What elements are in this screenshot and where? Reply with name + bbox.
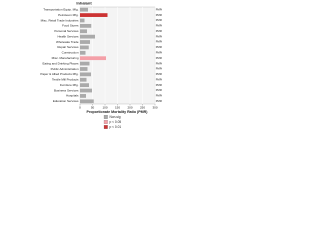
- x-tick-label: 200: [127, 105, 132, 109]
- chart-title: Inhalant: [76, 1, 92, 6]
- value-label: PMR=104: [156, 56, 162, 60]
- bar: [80, 34, 95, 39]
- bar: [80, 18, 85, 23]
- legend-swatch: [103, 115, 108, 119]
- y-tick-label: Business Services: [54, 88, 79, 92]
- value-label: PMR=40: [156, 40, 162, 44]
- value-label: PMR=26: [156, 77, 162, 81]
- bar: [80, 23, 92, 28]
- bar: [80, 29, 87, 34]
- value-label: PMR=55: [156, 99, 162, 103]
- y-tick-label: Textile Mill Products: [52, 78, 79, 82]
- bar: [80, 88, 92, 93]
- y-tick-label: Public Administration: [51, 67, 79, 71]
- bar: [80, 99, 94, 104]
- value-label: PMR=48: [156, 88, 162, 92]
- y-tick-label: Food Stores: [62, 24, 79, 28]
- y-tick-label: Paper & Allied Products Mfg.: [40, 72, 78, 76]
- value-label: PMR=32: [156, 7, 162, 11]
- y-tick-label: Petroleum Mfg.: [58, 13, 79, 17]
- legend-label: p < 0.05: [110, 120, 122, 124]
- x-tick-label: 100: [102, 105, 107, 109]
- y-tick-label: Wholesale Trade: [56, 40, 79, 44]
- bar: [80, 7, 88, 12]
- value-label: PMR=24: [156, 94, 162, 98]
- y-tick-label: Furniture Mfg.: [60, 83, 79, 87]
- value-label: PMR=30: [156, 67, 162, 71]
- y-tick-label: Transportation Equip. Mfg.: [43, 7, 78, 11]
- y-tick-label: Repair Services: [57, 45, 79, 49]
- y-tick-label: Personal Services: [54, 29, 79, 33]
- value-label: PMR=45: [156, 24, 162, 28]
- value-label: PMR=60: [156, 34, 162, 38]
- x-tick-label: 150: [115, 105, 120, 109]
- x-axis-title: Proportionate Mortality Ratio (PMR): [87, 110, 149, 114]
- y-tick-label: Misc. Manufacturing: [52, 56, 79, 60]
- y-tick-label: Eating and Drinking Places: [42, 61, 79, 65]
- chart: Inhalant Proportionate Mortality Ratio (…: [0, 0, 162, 135]
- value-label: PMR=28: [156, 29, 162, 33]
- x-tick-label: 250: [140, 105, 145, 109]
- value-label: PMR=35: [156, 45, 162, 49]
- bar: [80, 72, 91, 77]
- bar: [80, 56, 106, 61]
- value-label: PMR=38: [156, 61, 162, 65]
- bar: [80, 40, 90, 44]
- x-tick-label: 300: [152, 105, 157, 109]
- y-tick-label: Misc. Retail Trade Industries: [41, 18, 79, 22]
- bar: [80, 61, 90, 66]
- y-tick-label: Health Services: [57, 34, 79, 38]
- x-tick-label: 0: [79, 105, 81, 109]
- value-label: PMR=44: [156, 72, 162, 76]
- legend-label: p < 0.01: [110, 125, 122, 129]
- bar: [80, 13, 108, 17]
- y-tick-label: Education Services: [53, 99, 79, 103]
- value-label: PMR=36: [156, 83, 162, 87]
- bar: [80, 45, 89, 50]
- legend-swatch: [103, 120, 108, 124]
- bar: [80, 50, 86, 55]
- x-tick-label: 50: [91, 105, 95, 109]
- y-tick-label: Hospitals: [66, 94, 79, 98]
- page: {"chart_data": { "type": "bar", "title":…: [0, 0, 162, 135]
- value-label: PMR=18: [156, 18, 162, 22]
- value-label: PMR=22: [156, 50, 162, 54]
- legend-swatch: [103, 125, 108, 129]
- bar: [80, 77, 87, 82]
- value-label: PMR=110: [156, 13, 162, 17]
- y-tick-label: Construction: [62, 51, 79, 55]
- bar: [80, 83, 89, 88]
- legend-label: Non-sig: [110, 115, 121, 119]
- bar: [80, 67, 88, 71]
- bar: [80, 94, 86, 98]
